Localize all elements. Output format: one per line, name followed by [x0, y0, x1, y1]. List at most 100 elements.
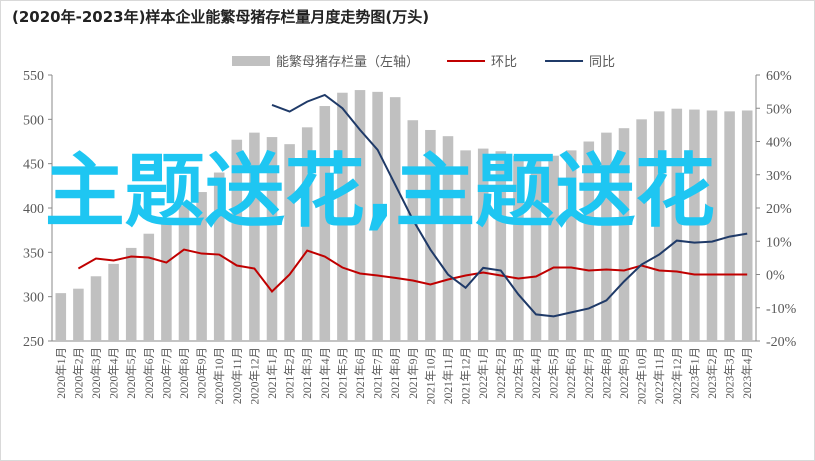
bar — [143, 233, 155, 341]
bar — [178, 205, 190, 341]
y-tick-label: 350 — [23, 246, 44, 261]
x-tick-label: 2021年4月 — [318, 347, 332, 399]
y-tick-label: 250 — [23, 335, 44, 350]
bar — [741, 110, 753, 341]
bar — [213, 172, 225, 341]
y2-tick-label: -20% — [766, 335, 797, 350]
y2-tick-label: 30% — [766, 169, 792, 184]
bar — [706, 110, 718, 341]
bar — [337, 92, 348, 341]
x-tick-label: 2020年2月 — [71, 347, 85, 399]
x-tick-label: 2022年12月 — [670, 347, 684, 405]
x-tick-label: 2022年2月 — [494, 347, 508, 399]
y2-tick-label: 10% — [766, 235, 792, 250]
x-tick-label: 2021年8月 — [388, 347, 402, 399]
bar — [565, 150, 577, 341]
bar — [266, 137, 278, 341]
x-tick-label: 2021年3月 — [300, 347, 314, 399]
y-tick-label: 450 — [23, 158, 44, 173]
bar — [319, 106, 331, 342]
bar — [73, 288, 84, 341]
x-tick-label: 2022年3月 — [511, 347, 525, 399]
x-tick-label: 2020年7月 — [159, 347, 173, 399]
bar — [284, 144, 295, 341]
x-tick-label: 2020年8月 — [177, 347, 191, 399]
legend-label: 同比 — [589, 54, 615, 69]
x-tick-label: 2021年7月 — [371, 347, 385, 399]
bar — [689, 109, 700, 341]
x-tick-label: 2021年12月 — [459, 347, 473, 405]
x-tick-label: 2021年5月 — [335, 347, 349, 399]
overlay-text: 主题送花,主题送花 — [44, 145, 716, 238]
bar — [583, 141, 595, 341]
bar — [636, 119, 647, 341]
bar — [301, 127, 313, 342]
bar — [601, 132, 612, 341]
x-tick-label: 2021年2月 — [283, 347, 297, 399]
x-tick-label: 2023年3月 — [723, 347, 737, 399]
x-tick-label: 2020年10月 — [212, 347, 226, 405]
x-tick-label: 2022年10月 — [635, 347, 649, 405]
chart-title: (2020年-2023年)样本企业能繁母猪存栏量月度走势图(万头) — [12, 8, 429, 26]
bar — [477, 148, 489, 341]
x-tick-label: 2022年4月 — [529, 347, 543, 399]
x-tick-label: 2023年2月 — [705, 347, 719, 399]
x-tick-label: 2020年5月 — [124, 347, 138, 399]
x-tick-label: 2022年8月 — [599, 347, 613, 399]
x-tick-label: 2021年6月 — [353, 347, 367, 399]
y2-tick-label: 20% — [766, 202, 792, 217]
bar — [125, 247, 137, 341]
x-tick-label: 2020年11月 — [230, 347, 244, 404]
bar — [55, 293, 67, 341]
bar — [618, 128, 630, 341]
x-tick-label: 2020年4月 — [107, 347, 121, 399]
x-tick-label: 2022年11月 — [652, 347, 666, 404]
y2-tick-label: 60% — [766, 69, 792, 84]
bar — [161, 218, 172, 341]
y2-tick-label: 40% — [766, 136, 792, 151]
x-tick-label: 2023年4月 — [740, 347, 754, 399]
y-tick-label: 300 — [23, 291, 44, 306]
bar — [90, 276, 102, 341]
x-tick-label: 2020年9月 — [195, 347, 209, 399]
x-tick-label: 2022年7月 — [582, 347, 596, 399]
line — [77, 248, 748, 293]
x-tick-label: 2020年3月 — [89, 347, 103, 399]
legend-swatch — [232, 56, 270, 66]
bar — [530, 157, 542, 341]
x-tick-label: 2021年1月 — [265, 347, 279, 399]
x-tick-label: 2021年9月 — [406, 347, 420, 399]
y-tick-label: 500 — [23, 113, 44, 128]
bar — [460, 150, 471, 341]
bar — [196, 192, 207, 341]
bar — [653, 111, 665, 341]
bar — [513, 155, 524, 341]
legend-label: 环比 — [491, 54, 517, 69]
bar — [249, 132, 260, 341]
bar — [495, 151, 507, 341]
x-tick-label: 2020年1月 — [54, 347, 68, 399]
bar — [231, 139, 243, 341]
x-tick-label: 2023年1月 — [687, 347, 701, 399]
bar — [442, 136, 454, 341]
y-tick-label: 400 — [23, 202, 44, 217]
bar — [354, 90, 366, 341]
bar — [389, 97, 401, 342]
y2-tick-label: 0% — [766, 269, 785, 284]
x-tick-label: 2022年1月 — [476, 347, 490, 399]
y2-tick-label: -10% — [766, 302, 797, 317]
bar — [548, 155, 559, 341]
bar — [425, 129, 436, 341]
x-tick-label: 2021年10月 — [423, 347, 437, 405]
x-tick-label: 2021年11月 — [441, 347, 455, 404]
x-tick-label: 2020年12月 — [247, 347, 261, 405]
x-tick-label: 2022年5月 — [547, 347, 561, 399]
legend-label: 能繁母猪存栏量（左轴） — [276, 54, 419, 69]
x-tick-label: 2020年6月 — [142, 347, 156, 399]
bar — [724, 111, 735, 341]
x-tick-label: 2022年9月 — [617, 347, 631, 399]
bar — [407, 120, 419, 341]
bar — [671, 108, 683, 342]
